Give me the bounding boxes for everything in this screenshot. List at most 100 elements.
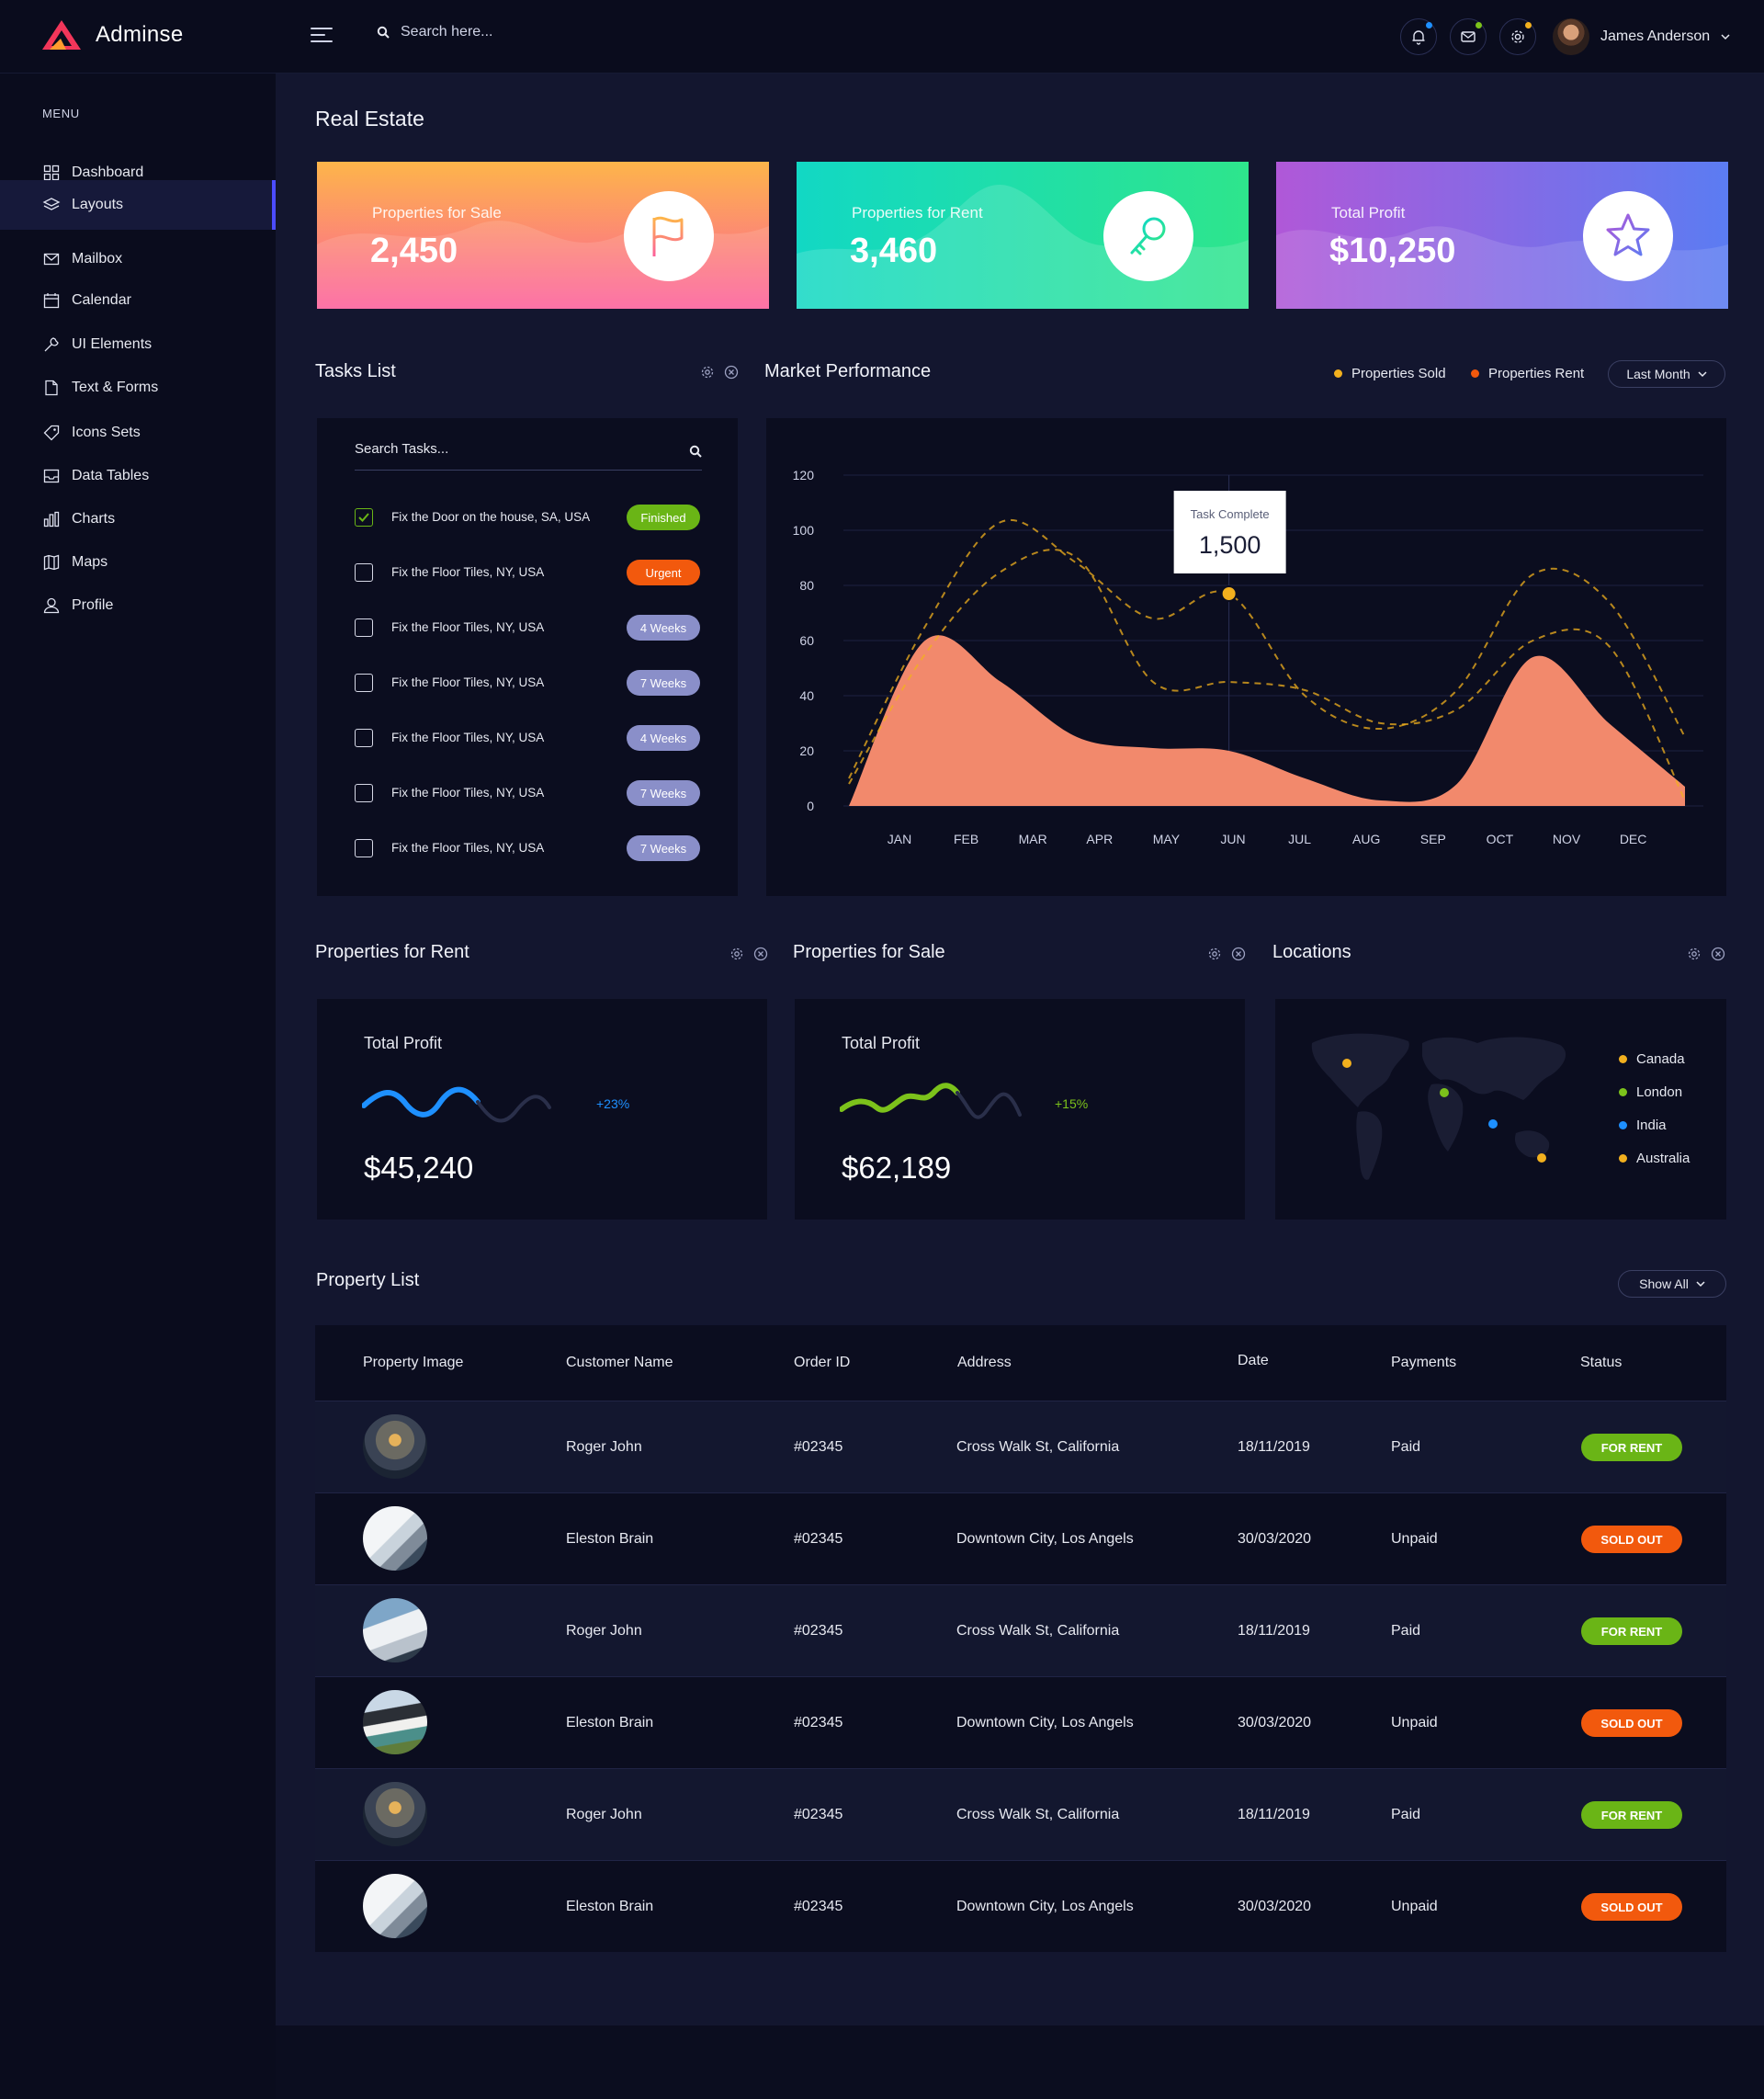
- column-header[interactable]: Date: [1238, 1353, 1269, 1368]
- task-checkbox[interactable]: [355, 618, 373, 637]
- settings-icon[interactable]: [1687, 947, 1702, 961]
- property-image[interactable]: [363, 1506, 427, 1571]
- sale-sparkline: [840, 1083, 1022, 1119]
- mail-icon: [42, 250, 61, 268]
- column-header[interactable]: Payments: [1391, 1355, 1457, 1370]
- status-badge[interactable]: SOLD OUT: [1581, 1709, 1682, 1737]
- tasks-panel: [317, 418, 738, 896]
- stat-card-sale[interactable]: Properties for Sale 2,450: [317, 162, 769, 309]
- cell-customer: Roger John: [566, 1439, 642, 1455]
- x-tick-label: AUG: [1352, 832, 1380, 846]
- sidebar-item-text-forms[interactable]: Text & Forms: [0, 369, 276, 406]
- task-item[interactable]: Fix the Floor Tiles, NY, USA 4 Weeks: [355, 614, 704, 641]
- table-row[interactable]: Eleston Brain #02345 Downtown City, Los An…: [315, 1492, 1726, 1584]
- sidebar-item-icons-sets[interactable]: Icons Sets: [0, 414, 276, 451]
- task-checkbox[interactable]: [355, 839, 373, 857]
- stat-card-profit[interactable]: Total Profit $10,250: [1276, 162, 1728, 309]
- sidebar-item-mailbox[interactable]: Mailbox: [0, 241, 276, 278]
- search-input[interactable]: [401, 24, 639, 40]
- sidebar-item-data-tables[interactable]: Data Tables: [0, 458, 276, 494]
- cell-customer: Eleston Brain: [566, 1715, 654, 1730]
- close-icon[interactable]: [753, 947, 768, 961]
- table-row[interactable]: Eleston Brain #02345 Downtown City, Los An…: [315, 1860, 1726, 1952]
- bell-icon: [1412, 30, 1425, 45]
- task-item[interactable]: Fix the Floor Tiles, NY, USA Urgent: [355, 559, 704, 586]
- cell-payment: Paid: [1391, 1807, 1421, 1822]
- status-badge[interactable]: SOLD OUT: [1581, 1893, 1682, 1921]
- task-checkbox[interactable]: [355, 674, 373, 692]
- sidebar-item-layouts[interactable]: Layouts: [0, 180, 276, 230]
- close-icon[interactable]: [1231, 947, 1246, 961]
- task-checkbox[interactable]: [355, 508, 373, 527]
- status-badge[interactable]: FOR RENT: [1581, 1617, 1682, 1645]
- task-item[interactable]: Fix the Door on the house, SA, USA Finish…: [355, 504, 704, 531]
- task-tag: Finished: [627, 505, 700, 530]
- map-marker-australia[interactable]: [1537, 1153, 1546, 1163]
- map-marker-london[interactable]: [1440, 1088, 1449, 1097]
- settings-icon[interactable]: [1207, 947, 1222, 961]
- status-badge[interactable]: SOLD OUT: [1581, 1526, 1682, 1553]
- task-search-input[interactable]: [355, 441, 658, 457]
- brand[interactable]: Adminse: [40, 18, 183, 51]
- y-tick-label: 80: [799, 578, 814, 593]
- flag-icon: [652, 216, 684, 256]
- task-checkbox[interactable]: [355, 729, 373, 747]
- column-header[interactable]: Order ID: [794, 1355, 851, 1370]
- sidebar-item-profile[interactable]: Profile: [0, 587, 276, 624]
- close-icon[interactable]: [724, 365, 739, 380]
- show-all-dropdown[interactable]: Show All: [1618, 1270, 1726, 1298]
- search-icon[interactable]: [377, 26, 390, 39]
- property-image[interactable]: [363, 1782, 427, 1846]
- task-checkbox[interactable]: [355, 784, 373, 802]
- user-menu[interactable]: James Anderson: [1553, 18, 1730, 55]
- column-header[interactable]: Customer Name: [566, 1355, 673, 1370]
- calendar-icon: [42, 291, 61, 310]
- table-row[interactable]: Roger John #02345 Cross Walk St, Californi…: [315, 1768, 1726, 1860]
- status-badge[interactable]: FOR RENT: [1581, 1801, 1682, 1829]
- sidebar-item-charts[interactable]: Charts: [0, 501, 276, 538]
- column-header[interactable]: Address: [957, 1355, 1012, 1370]
- period-dropdown[interactable]: Last Month: [1608, 360, 1725, 388]
- key-icon: [1130, 217, 1166, 255]
- sidebar-item-label: Data Tables: [72, 468, 150, 483]
- column-header[interactable]: Status: [1580, 1355, 1623, 1370]
- table-row[interactable]: Eleston Brain #02345 Downtown City, Los An…: [315, 1676, 1726, 1768]
- property-image[interactable]: [363, 1690, 427, 1754]
- property-image[interactable]: [363, 1874, 427, 1938]
- sidebar-item-dashboard[interactable]: Dashboard: [0, 154, 276, 191]
- notifications-button[interactable]: [1400, 18, 1437, 55]
- property-image[interactable]: [363, 1598, 427, 1662]
- table-row[interactable]: Roger John #02345 Cross Walk St, Californi…: [315, 1584, 1726, 1676]
- property-image[interactable]: [363, 1414, 427, 1479]
- sidebar-item-maps[interactable]: Maps: [0, 544, 276, 581]
- sidebar: MENU Dashboard Layouts Mailbox Calendar …: [0, 74, 276, 2099]
- map-marker-canada[interactable]: [1342, 1059, 1351, 1068]
- footer: [276, 2025, 1764, 2099]
- task-item[interactable]: Fix the Floor Tiles, NY, USA 7 Weeks: [355, 779, 704, 807]
- task-text: Fix the Floor Tiles, NY, USA: [391, 786, 545, 800]
- settings-icon[interactable]: [700, 365, 715, 380]
- task-item[interactable]: Fix the Floor Tiles, NY, USA 4 Weeks: [355, 724, 704, 752]
- bar-chart-icon: [42, 510, 61, 528]
- cell-payment: Unpaid: [1391, 1899, 1438, 1914]
- status-badge[interactable]: FOR RENT: [1581, 1434, 1682, 1461]
- sale-change: +15%: [1055, 1096, 1089, 1111]
- stat-card-rent[interactable]: Properties for Rent 3,460: [797, 162, 1249, 309]
- cell-date: 30/03/2020: [1238, 1899, 1312, 1914]
- table-row[interactable]: Roger John #02345 Cross Walk St, Californi…: [315, 1401, 1726, 1492]
- map-marker-india[interactable]: [1488, 1119, 1498, 1129]
- menu-toggle-icon[interactable]: [311, 28, 333, 46]
- task-checkbox[interactable]: [355, 563, 373, 582]
- settings-icon[interactable]: [729, 947, 744, 961]
- cell-payment: Unpaid: [1391, 1715, 1438, 1730]
- task-item[interactable]: Fix the Floor Tiles, NY, USA 7 Weeks: [355, 669, 704, 697]
- locations-title: Locations: [1272, 942, 1351, 962]
- settings-button[interactable]: [1499, 18, 1536, 55]
- sidebar-item-ui-elements[interactable]: UI Elements: [0, 326, 276, 363]
- task-item[interactable]: Fix the Floor Tiles, NY, USA 7 Weeks: [355, 834, 704, 862]
- search-icon[interactable]: [689, 445, 702, 458]
- column-header[interactable]: Property Image: [363, 1355, 464, 1370]
- sidebar-item-calendar[interactable]: Calendar: [0, 282, 276, 319]
- messages-button[interactable]: [1450, 18, 1487, 55]
- close-icon[interactable]: [1711, 947, 1725, 961]
